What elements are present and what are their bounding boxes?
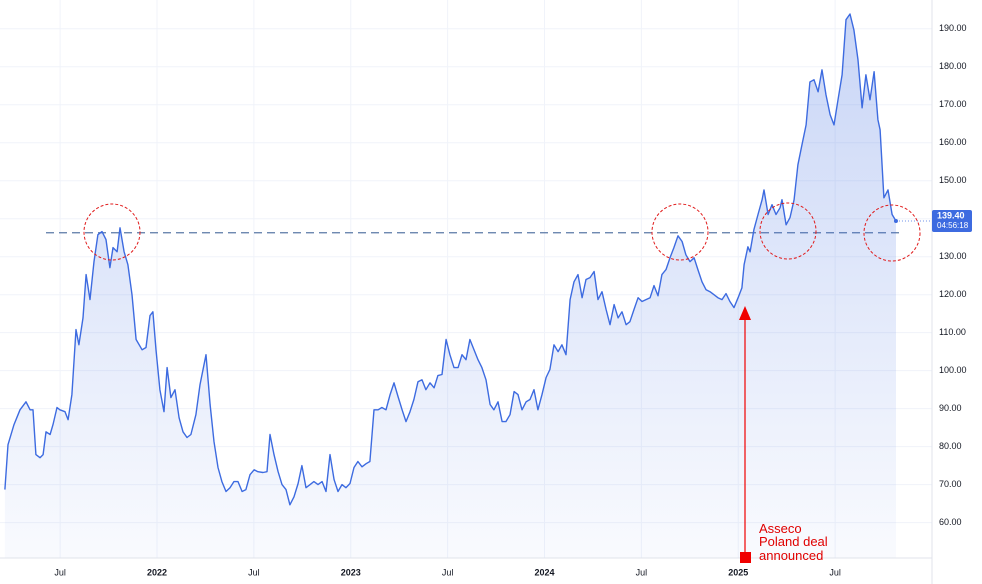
area-fill xyxy=(4,14,896,558)
x-tick-label: Jul xyxy=(248,567,260,577)
last-price-box xyxy=(932,210,972,233)
annotation-arrow xyxy=(739,306,751,563)
x-tick-label: 2023 xyxy=(341,567,361,577)
y-tick-label: 90.00 xyxy=(939,403,962,413)
last-price-dot xyxy=(893,219,898,224)
x-tick-label: Jul xyxy=(636,567,648,577)
y-tick-label: 60.00 xyxy=(939,517,962,527)
plot xyxy=(4,13,932,558)
x-tick-label: Jul xyxy=(442,567,454,577)
circle xyxy=(651,203,709,261)
y-tick-label: 160.00 xyxy=(939,137,967,147)
y-tick-label: 170.00 xyxy=(939,99,967,109)
last-price-label: 139.40 xyxy=(937,210,965,220)
x-tick-label: 2022 xyxy=(147,567,167,577)
y-tick-label: 80.00 xyxy=(939,441,962,451)
annotation-text: Asseco xyxy=(759,521,802,536)
price-line xyxy=(4,13,897,506)
y-tick-label: 120.00 xyxy=(939,289,967,299)
annotation-text: announced xyxy=(759,548,823,563)
axes: 60.00 70.00 80.00 90.00 100.00 110.00 120.00 13… xyxy=(54,23,972,577)
x-tick-label: Jul xyxy=(54,567,66,577)
y-tick-label: 150.00 xyxy=(939,175,967,185)
annotation-text: Poland deal xyxy=(759,534,828,549)
x-tick-label: 2025 xyxy=(728,567,748,577)
y-tick-label: 180.00 xyxy=(939,61,967,71)
x-tick-label: Jul xyxy=(829,567,841,577)
countdown-label: 04:56:18 xyxy=(937,221,969,230)
highlight-circles xyxy=(83,202,921,262)
y-tick-label: 70.00 xyxy=(939,479,962,489)
circle xyxy=(863,204,921,262)
y-tick-label: 100.00 xyxy=(939,365,967,375)
circle xyxy=(759,202,817,260)
x-tick-label: 2024 xyxy=(534,567,554,577)
y-tick-label: 130.00 xyxy=(939,251,967,261)
arrow-head xyxy=(739,306,751,320)
y-tick-label: 190.00 xyxy=(939,23,967,33)
circle xyxy=(83,203,141,261)
arrow-base xyxy=(740,552,751,563)
y-tick-label: 110.00 xyxy=(939,327,966,337)
